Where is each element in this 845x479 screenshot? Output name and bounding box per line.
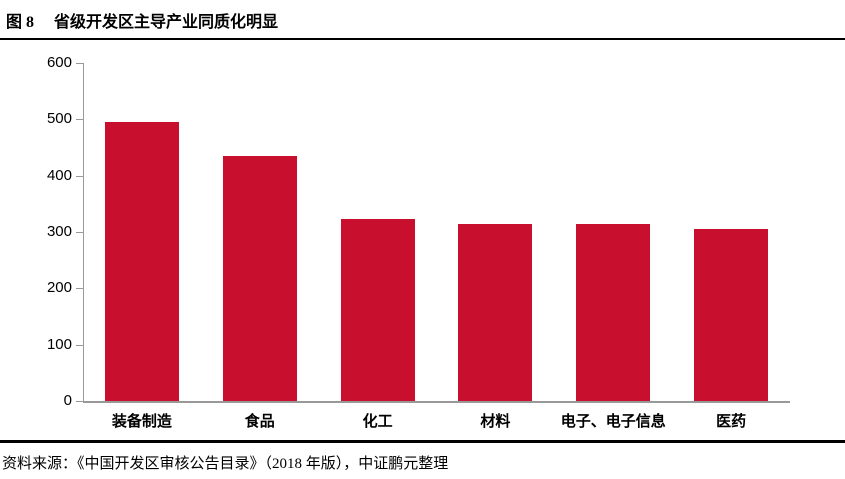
y-tick-mark	[76, 401, 83, 402]
y-tick-mark	[76, 63, 83, 64]
y-tick-label: 0	[63, 392, 72, 409]
bar	[576, 224, 651, 401]
y-axis-line	[83, 63, 84, 402]
y-tick-label: 100	[46, 335, 72, 353]
y-tick-mark	[76, 232, 83, 233]
bar	[458, 223, 533, 401]
top-divider	[0, 38, 845, 40]
x-category-label: 装备制造	[111, 413, 172, 430]
bar-chart: 0 100 200 300 400 500 600 装备制造 食品 化工 材料 电子、电子信息 医药	[0, 44, 845, 436]
y-tick-label: 400	[46, 166, 72, 184]
bar	[340, 219, 415, 401]
y-tick-mark	[76, 344, 83, 346]
source-note: 资料来源：《中国开发区审核公告目录》（2018 年版），中证鹏元整理	[2, 456, 449, 472]
y-tick-mark	[76, 288, 83, 290]
bar	[104, 122, 179, 401]
y-tick-label: 500	[46, 110, 72, 128]
y-tick-mark	[76, 119, 83, 121]
y-tick-label: 200	[46, 279, 72, 297]
bar	[222, 155, 297, 401]
figure-number-label: 图 8	[6, 14, 35, 31]
x-category-label: 食品	[244, 413, 275, 430]
bottom-divider	[0, 440, 845, 443]
bar	[694, 229, 769, 401]
y-tick-mark	[76, 175, 83, 177]
figure-title: 省级开发区主导产业同质化明显	[54, 14, 279, 31]
x-category-label: 化工	[362, 413, 393, 430]
y-tick-label: 600	[46, 54, 72, 71]
x-category-label: 医药	[716, 413, 747, 430]
figure-header: 图 8 省级开发区主导产业同质化明显	[6, 8, 278, 32]
x-category-label: 材料	[480, 413, 511, 430]
y-tick-label: 300	[46, 223, 72, 240]
x-category-label: 电子、电子信息	[560, 413, 666, 430]
x-axis-line	[83, 401, 790, 403]
